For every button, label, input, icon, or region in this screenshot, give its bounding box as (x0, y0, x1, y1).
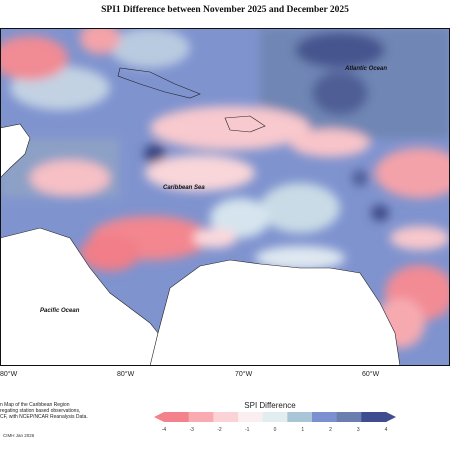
legend-tick-label: 0 (274, 427, 277, 433)
legend-tick-label: 1 (301, 427, 304, 433)
label-pacific-ocean: Pacific Ocean (40, 308, 80, 314)
lon-label-0: 80°W (0, 371, 18, 378)
spi-field (0, 28, 450, 348)
legend-tick-label: 3 (357, 427, 360, 433)
credit-line-1: n Map of the Caribbean Region (0, 402, 70, 408)
credit-line-2: regating station based observations, (0, 408, 81, 415)
lon-label-2: 70°W (235, 371, 253, 378)
legend-swatch (336, 412, 362, 422)
label-caribbean-sea: Caribbean Sea (163, 185, 205, 191)
spi-difference-map: Atlantic Ocean Caribbean Sea Pacific Oce… (0, 28, 450, 366)
legend-tick-label: 4 (385, 427, 388, 433)
legend-swatch (188, 412, 214, 422)
legend-swatch (238, 412, 264, 422)
lon-label-3: 60°W (362, 371, 380, 378)
legend-swatch (312, 412, 338, 422)
legend-swatch (213, 412, 239, 422)
legend-tick-label: -2 (217, 427, 222, 433)
legend-tick-label: 2 (329, 427, 332, 433)
label-atlantic-ocean: Atlantic Ocean (344, 66, 387, 72)
legend-tick-label: -1 (245, 427, 250, 433)
credit-small: CIMH Jan 2026 (3, 433, 35, 438)
legend-swatch (287, 412, 313, 422)
legend-tick-label: -3 (190, 427, 195, 433)
legend-arrow-high (386, 412, 396, 422)
legend-colorbar: -4 -3 -2 -1 0 1 2 3 4 (154, 412, 396, 433)
legend-title: SPI Difference (244, 401, 296, 410)
legend-tick-label: -4 (162, 427, 167, 433)
credit-line-3: CF, with NCEP/NCAR Reanalysis Data. (0, 414, 88, 421)
lon-label-1: 80°W (117, 371, 135, 378)
legend-swatch (262, 412, 288, 422)
map-title: SPI1 Difference between November 2025 an… (101, 5, 349, 15)
legend-arrow-low (154, 412, 164, 422)
credit-text: n Map of the Caribbean Region regating s… (0, 402, 140, 421)
legend-swatch (361, 412, 387, 422)
land-masses (0, 67, 401, 366)
legend-swatch (164, 412, 190, 422)
